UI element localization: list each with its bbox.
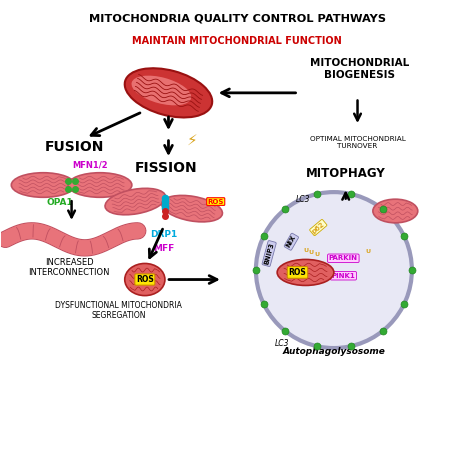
Ellipse shape: [373, 199, 418, 223]
Text: ROS: ROS: [208, 199, 224, 205]
Text: DYSFUNCTIONAL MITOCHONDRIA
SEGREGATION: DYSFUNCTIONAL MITOCHONDRIA SEGREGATION: [55, 301, 182, 320]
Text: ROS: ROS: [289, 268, 306, 277]
Text: Autophagolysosome: Autophagolysosome: [283, 347, 385, 356]
Ellipse shape: [162, 195, 222, 222]
Text: FUSION: FUSION: [44, 140, 104, 154]
Ellipse shape: [277, 259, 334, 285]
Text: LC3: LC3: [296, 195, 310, 204]
Ellipse shape: [105, 188, 166, 215]
Text: p62: p62: [311, 220, 326, 235]
Ellipse shape: [131, 76, 191, 105]
Text: ROS: ROS: [136, 275, 154, 284]
Text: PINK1: PINK1: [331, 273, 355, 279]
Text: BNIP3: BNIP3: [264, 242, 275, 265]
Text: OPTIMAL MITOCHONDRIAL
TURNOVER: OPTIMAL MITOCHONDRIAL TURNOVER: [310, 136, 405, 149]
Ellipse shape: [11, 173, 75, 197]
Text: INCREASED
INTERCONNECTION: INCREASED INTERCONNECTION: [28, 258, 110, 277]
Text: PARKIN: PARKIN: [329, 255, 358, 261]
Text: OPA1: OPA1: [46, 199, 73, 208]
Text: MITOCHONDRIA QUALITY CONTROL PATHWAYS: MITOCHONDRIA QUALITY CONTROL PATHWAYS: [89, 14, 385, 24]
Text: MITOCHONDRIAL
BIOGENESIS: MITOCHONDRIAL BIOGENESIS: [310, 58, 410, 80]
Text: LC3: LC3: [274, 339, 289, 348]
Text: ⚡: ⚡: [187, 133, 198, 147]
Text: U: U: [309, 250, 314, 255]
Ellipse shape: [68, 173, 132, 197]
Text: FISSION: FISSION: [135, 162, 197, 175]
Text: MFN1/2: MFN1/2: [73, 161, 108, 170]
Text: U: U: [303, 248, 308, 253]
Text: MAINTAIN MITOCHONDRIAL FUNCTION: MAINTAIN MITOCHONDRIAL FUNCTION: [132, 36, 342, 46]
Text: MITOPHAGY: MITOPHAGY: [306, 167, 385, 180]
Circle shape: [256, 192, 412, 348]
Text: DRP1: DRP1: [150, 230, 177, 239]
Ellipse shape: [125, 68, 212, 118]
Text: U: U: [314, 253, 319, 257]
Text: MFF: MFF: [153, 244, 174, 253]
Ellipse shape: [125, 264, 165, 296]
Text: U: U: [366, 249, 371, 254]
Text: NIX: NIX: [285, 235, 297, 249]
